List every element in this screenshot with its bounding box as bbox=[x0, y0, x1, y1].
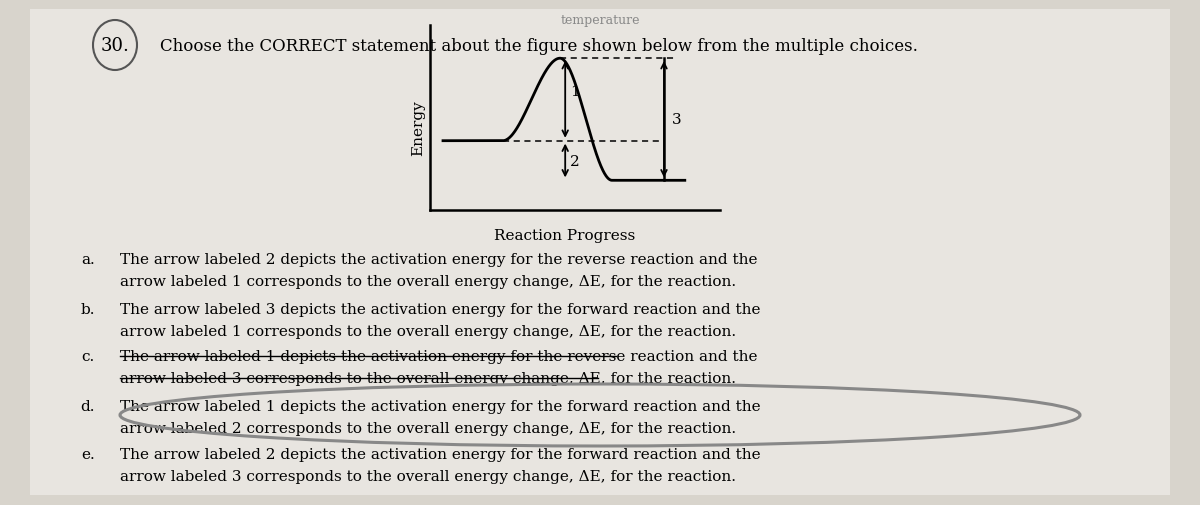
Text: arrow labeled 1 corresponds to the overall energy change, ΔE, for the reaction.: arrow labeled 1 corresponds to the overa… bbox=[120, 274, 736, 288]
Text: 3: 3 bbox=[672, 113, 682, 127]
Text: arrow labeled 3 corresponds to the overall energy change, ΔE, for the reaction.: arrow labeled 3 corresponds to the overa… bbox=[120, 469, 736, 483]
Text: 2: 2 bbox=[570, 154, 580, 168]
Text: The arrow labeled 1 depicts the activation energy for the reverse reaction and t: The arrow labeled 1 depicts the activati… bbox=[120, 349, 757, 363]
Text: Choose the CORRECT statement about the figure shown below from the multiple choi: Choose the CORRECT statement about the f… bbox=[160, 37, 918, 55]
Text: 30.: 30. bbox=[101, 37, 130, 55]
FancyBboxPatch shape bbox=[30, 10, 1170, 495]
Text: The arrow labeled 3 depicts the activation energy for the forward reaction and t: The arrow labeled 3 depicts the activati… bbox=[120, 302, 761, 316]
Text: The arrow labeled 2 depicts the activation energy for the reverse reaction and t: The arrow labeled 2 depicts the activati… bbox=[120, 252, 757, 267]
Text: a.: a. bbox=[82, 252, 95, 267]
Text: temperature: temperature bbox=[560, 14, 640, 27]
Text: d.: d. bbox=[80, 399, 95, 413]
Text: arrow labeled 1 corresponds to the overall energy change, ΔE, for the reaction.: arrow labeled 1 corresponds to the overa… bbox=[120, 324, 736, 338]
Text: c.: c. bbox=[82, 349, 95, 363]
Text: The arrow labeled 1 depicts the activation energy for the forward reaction and t: The arrow labeled 1 depicts the activati… bbox=[120, 399, 761, 413]
Text: arrow labeled 3 corresponds to the overall energy change, ΔE, for the reaction.: arrow labeled 3 corresponds to the overa… bbox=[120, 371, 736, 385]
Text: Reaction Progress: Reaction Progress bbox=[494, 229, 636, 242]
Text: The arrow labeled 2 depicts the activation energy for the forward reaction and t: The arrow labeled 2 depicts the activati… bbox=[120, 447, 761, 461]
Text: Energy: Energy bbox=[410, 100, 425, 156]
Text: arrow labeled 2 corresponds to the overall energy change, ΔE, for the reaction.: arrow labeled 2 corresponds to the overa… bbox=[120, 421, 736, 435]
Text: 1: 1 bbox=[570, 85, 580, 99]
Text: e.: e. bbox=[82, 447, 95, 461]
Text: b.: b. bbox=[80, 302, 95, 316]
